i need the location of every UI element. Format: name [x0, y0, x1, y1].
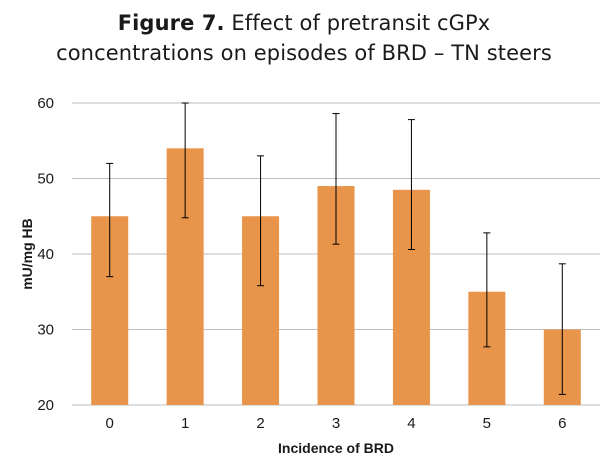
chart-subtitle-text: concentrations on episodes of BRD – TN s…	[56, 41, 552, 65]
y-tick-label: 50	[37, 171, 54, 188]
error-bar	[257, 155, 265, 287]
error-bar	[181, 102, 189, 219]
x-axis-ticks: 0 1 2 3 4 5 6	[106, 415, 567, 432]
y-tick-label: 30	[37, 322, 54, 339]
chart-title-text: Effect of pretransit cGPx	[224, 11, 491, 35]
error-bar	[483, 232, 491, 348]
x-tick-label: 2	[256, 415, 264, 432]
error-bar	[332, 113, 340, 245]
y-axis-ticks: 20 30 40 50 60	[37, 95, 54, 414]
x-tick-label: 5	[483, 415, 491, 432]
y-tick-label: 60	[37, 95, 54, 112]
x-tick-label: 0	[106, 415, 114, 432]
error-bar	[407, 119, 415, 250]
error-bars	[106, 102, 566, 395]
chart-title-line-1: Figure 7. Effect of pretransit cGPx	[0, 8, 608, 38]
x-tick-label: 3	[332, 415, 340, 432]
x-tick-label: 6	[558, 415, 566, 432]
error-bar	[558, 263, 566, 395]
y-tick-label: 40	[37, 246, 54, 263]
x-tick-label: 1	[181, 415, 189, 432]
y-axis-label: mU/mg HB	[19, 218, 35, 290]
y-tick-label: 20	[37, 397, 54, 414]
x-tick-label: 4	[407, 415, 415, 432]
error-bar	[106, 162, 114, 278]
chart-title: Figure 7. Effect of pretransit cGPx conc…	[0, 8, 608, 68]
figure-label: Figure 7.	[117, 11, 225, 35]
x-axis-label: Incidence of BRD	[278, 440, 394, 456]
